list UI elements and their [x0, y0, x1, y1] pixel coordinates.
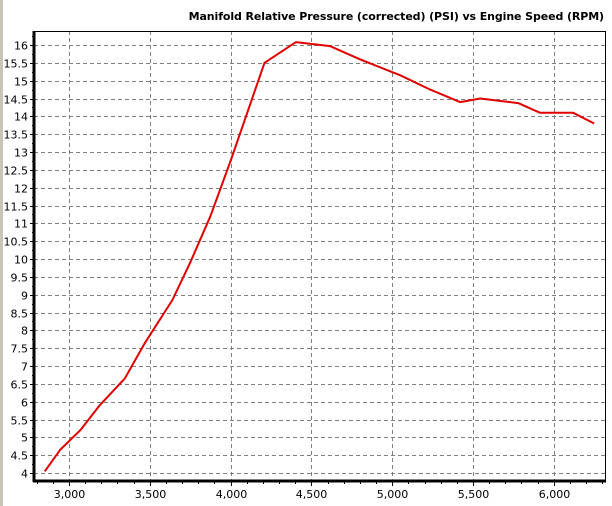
y-tick-label: 15.5	[4, 58, 29, 71]
chart-title: Manifold Relative Pressure (corrected) (…	[188, 10, 604, 23]
pressure-line	[43, 41, 595, 472]
x-tick-label: 5,500	[458, 488, 490, 501]
y-tick-label: 7	[21, 361, 28, 374]
x-tick-label: 6,000	[539, 488, 571, 501]
y-tick-label: 8.5	[11, 308, 29, 321]
y-tick-label: 4	[21, 468, 28, 481]
y-tick-label: 6.5	[11, 379, 29, 392]
data-series	[43, 41, 595, 472]
x-tick-label: 3,000	[54, 488, 86, 501]
y-tick-label: 11.5	[4, 201, 29, 214]
y-axis: 4 4.5 5 5.5 6 6.5 7 7.5 8 8.5 9 9.5 10 10.5 11 11.5 12 12…	[4, 36, 34, 481]
x-tick-label: 4,500	[296, 488, 328, 501]
plot-frame	[32, 31, 606, 483]
y-tick-label: 14	[14, 111, 28, 124]
y-tick-label: 10	[14, 254, 28, 267]
y-tick-label: 11	[14, 218, 28, 231]
y-tick-label: 12	[14, 183, 28, 196]
y-tick-label: 5.5	[11, 415, 29, 428]
y-tick-label: 9.5	[11, 272, 29, 285]
y-tick-label: 7.5	[11, 343, 29, 356]
y-tick-label: 8	[21, 325, 28, 338]
y-tick-label: 5	[21, 432, 28, 445]
y-tick-label: 16	[14, 40, 28, 53]
y-tick-label: 14.5	[4, 94, 29, 107]
y-tick-label: 15	[14, 76, 28, 89]
window-edge	[0, 0, 3, 506]
y-tick-label: 4.5	[11, 450, 29, 463]
y-tick-label: 10.5	[4, 236, 29, 249]
x-tick-label: 4,000	[216, 488, 248, 501]
x-axis: 3,000 3,500 4,000 4,500 5,000 5,500 6,000	[37, 481, 603, 501]
y-tick-label: 13.5	[4, 129, 29, 142]
x-tick-label: 3,500	[135, 488, 167, 501]
y-tick-label: 6	[21, 397, 28, 410]
y-tick-label: 12.5	[4, 165, 29, 178]
x-tick-label: 5,000	[377, 488, 409, 501]
y-tick-label: 13	[14, 147, 28, 160]
y-tick-label: 9	[21, 290, 28, 303]
gridlines	[34, 31, 605, 481]
